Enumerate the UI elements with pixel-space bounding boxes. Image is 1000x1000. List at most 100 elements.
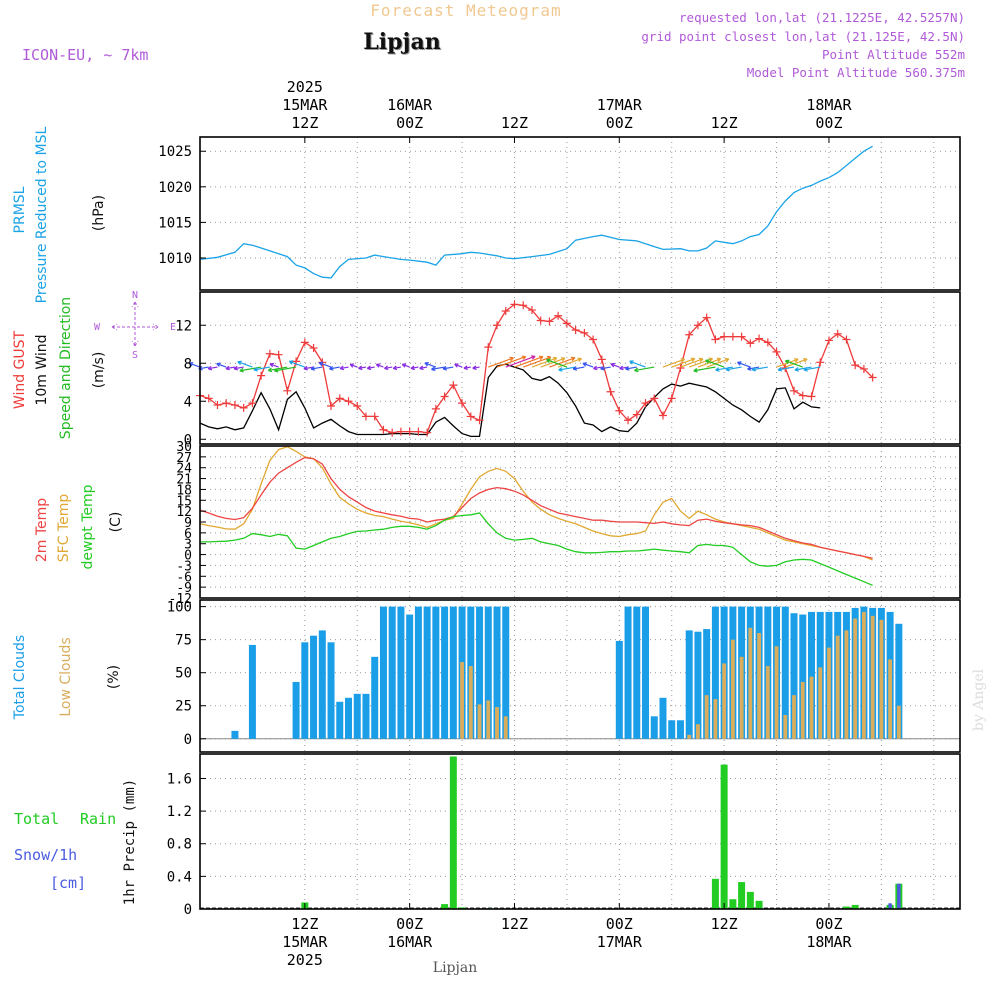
total-cloud-bar (659, 697, 667, 739)
time-label-top: 00Z (815, 114, 842, 132)
y-tick-label: -3 (176, 559, 192, 574)
low-cloud-bar (460, 662, 464, 739)
gust-marker (702, 313, 711, 322)
wind-arrow (375, 363, 384, 368)
gust-marker (396, 427, 405, 436)
gust-marker (711, 335, 720, 344)
wind-arrow (784, 359, 803, 368)
panel-frame-3 (199, 599, 961, 753)
wind-arrow (600, 365, 611, 371)
wind-arrow (410, 365, 419, 371)
y-tick-label: 30 (176, 440, 192, 455)
y-tick-label: 27 (176, 451, 192, 466)
total-cloud-bar (624, 606, 632, 739)
time-label-top: 12Z (291, 114, 318, 132)
precip-unit: 1hr Precip (mm) (122, 779, 138, 905)
wind-arrow (216, 362, 227, 368)
cloud-labels: Total Clouds Low Clouds (%) (12, 635, 122, 720)
gust-marker (676, 364, 685, 372)
gust-marker (405, 427, 414, 436)
gust-marker (545, 317, 554, 326)
gust-marker (658, 411, 667, 420)
rain-bar (441, 904, 449, 909)
gust-marker (344, 397, 353, 406)
wind-arrow (737, 361, 751, 368)
gust-marker (458, 399, 467, 408)
time-label-bottom: 15MAR (282, 933, 328, 951)
time-label-bottom: 00Z (606, 915, 633, 933)
time-label-top: 12Z (501, 114, 528, 132)
gust-marker (501, 307, 510, 315)
gust-marker (624, 416, 633, 425)
header-requested: requested lon,lat (21.1225E, 42.5257N) (679, 10, 965, 25)
wind-arrow (785, 358, 808, 368)
gust-marker (353, 402, 362, 410)
gust-marker (597, 355, 606, 364)
wind-arrow (253, 366, 270, 372)
gust-marker (213, 401, 222, 410)
time-label-bottom: 17MAR (597, 933, 643, 951)
precip-label-rain: Rain (80, 810, 116, 828)
wind-arrow (662, 358, 686, 368)
cloud-unit: (%) (106, 665, 122, 689)
y-tick-label: 12 (176, 505, 192, 520)
wind-label-direction: Speed and Direction (58, 297, 74, 439)
compass-n: N (132, 290, 138, 301)
y-tick-label: 6 (184, 527, 192, 542)
wind-arrow (496, 355, 527, 368)
total-cloud-bar (379, 606, 387, 739)
y-tick-label: 21 (176, 473, 192, 488)
rain-bar (738, 882, 746, 909)
total-cloud-bar (615, 640, 623, 739)
gust-marker (493, 321, 502, 330)
footer-location: Lipjan (433, 960, 477, 976)
wind-arrow (794, 366, 812, 372)
total-cloud-bar (345, 697, 352, 739)
gust-marker (693, 321, 702, 330)
low-cloud-bar (853, 618, 858, 739)
compass-e: E (170, 322, 176, 333)
y-tick-label: 0 (184, 549, 192, 564)
wind-arrow (706, 357, 730, 368)
temp-labels: 2m Temp SFC Temp dewpt Temp (C) (34, 484, 124, 569)
low-cloud-bar (503, 716, 508, 739)
panel-frame-4 (199, 753, 961, 910)
time-label-bottom: 00Z (396, 915, 423, 933)
low-cloud-bar (809, 676, 814, 739)
wind-arrow (582, 362, 594, 368)
gust-marker (449, 381, 458, 390)
total-cloud-bar (790, 613, 798, 739)
gust-marker (824, 336, 833, 345)
gust-marker (589, 335, 598, 344)
low-cloud-bar (748, 627, 753, 739)
temp-label-sfc: SFC Temp (56, 494, 72, 563)
wind-arrow (431, 366, 445, 372)
pressure-unit: (hPa) (91, 195, 107, 231)
wind-arrow (225, 365, 236, 371)
compass-rose: N S W E (94, 290, 176, 361)
gust-marker (379, 425, 388, 434)
wind-arrow (318, 361, 332, 368)
time-label-top: 12Z (711, 114, 738, 132)
gust-marker (274, 350, 283, 359)
low-cloud-bar (800, 681, 805, 739)
total-cloud-bar (371, 656, 379, 739)
y-tick-label: 0.4 (167, 869, 192, 885)
low-cloud-bar (687, 734, 692, 739)
gust-marker (361, 412, 370, 421)
gust-marker (423, 428, 432, 437)
gust-marker (859, 364, 868, 373)
total-cloud-bar (694, 631, 702, 739)
total-cloud-bar (336, 701, 344, 739)
gust-marker (475, 416, 484, 425)
time-label-bottom: 12Z (501, 915, 528, 933)
wind-arrow (454, 363, 463, 368)
total-cloud-bar (685, 630, 693, 739)
y-tick-label: 18 (176, 483, 192, 498)
rain-bar (842, 906, 850, 909)
wind-unit: (m/s) (91, 352, 107, 389)
wind-arrow (392, 365, 402, 371)
gust-marker (257, 371, 266, 380)
gust-marker (335, 394, 344, 403)
wind-arrow (680, 357, 704, 368)
